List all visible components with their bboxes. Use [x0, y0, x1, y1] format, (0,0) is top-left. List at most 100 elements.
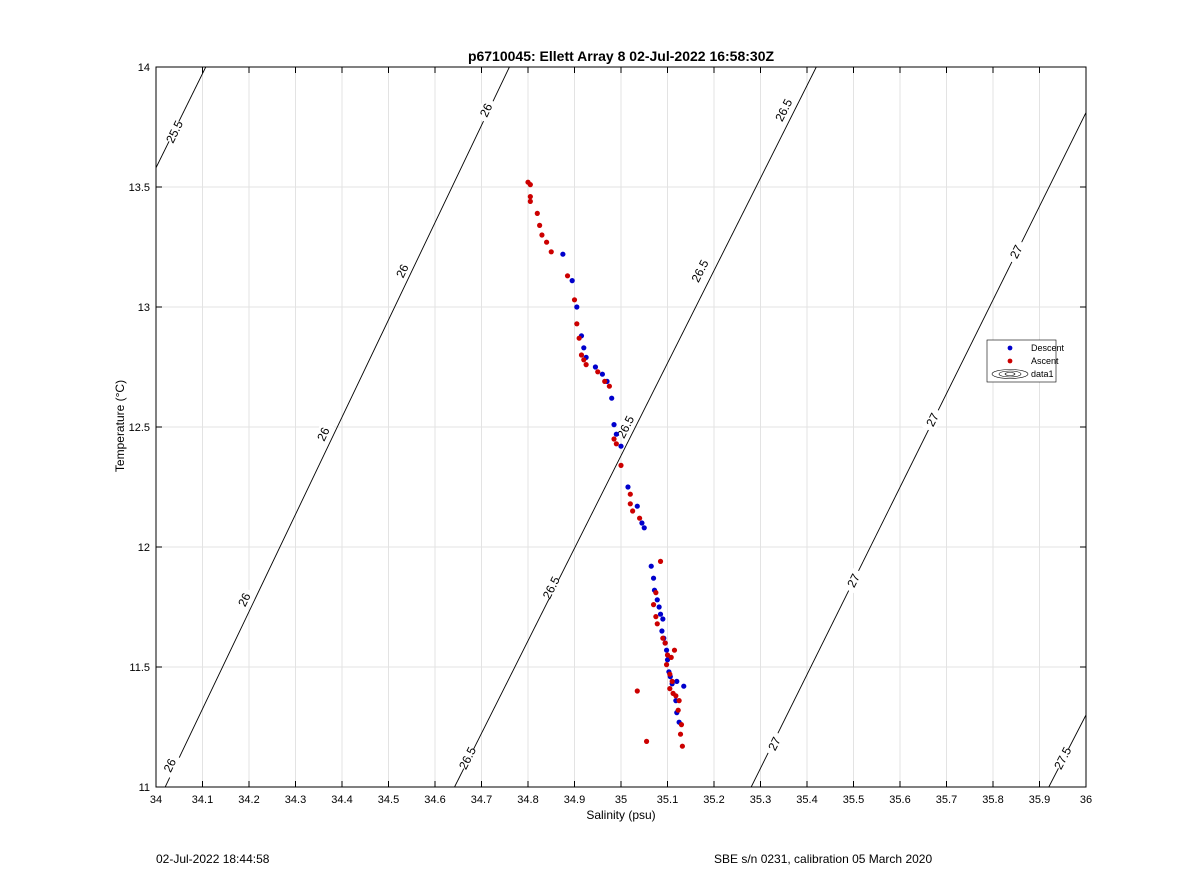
data-point: [641, 525, 647, 531]
x-tick-label: 35.6: [889, 794, 910, 806]
data-point: [613, 431, 619, 437]
x-tick-label: 35.8: [982, 794, 1003, 806]
legend-ascent-marker: [1007, 358, 1013, 364]
contour-label-text: 26: [161, 756, 180, 774]
x-tick-label: 35: [615, 794, 627, 806]
legend-box: [986, 339, 1057, 383]
data-point: [581, 357, 587, 363]
contour-label-bg: [1005, 238, 1028, 265]
data-point: [643, 738, 650, 745]
data-point: [654, 597, 660, 603]
data-point: [657, 611, 664, 617]
contour-label-text: 26: [393, 262, 412, 280]
axis-ticks: 34 34.1 34.2 34.3 34.4 34.5 34.6 34.7 34.8 34.9 35…: [129, 62, 1093, 806]
contour-label-bg: [158, 752, 182, 779]
data-point: [630, 508, 636, 514]
data-point: [675, 707, 681, 713]
contour-line: [156, 67, 207, 168]
data-point: [650, 575, 657, 581]
legend-descent-marker: [1007, 345, 1013, 351]
x-tick-label: 34.2: [238, 794, 259, 806]
data-point: [583, 362, 589, 368]
contour-label-text: 27: [923, 410, 942, 428]
y-tick-label: 14: [138, 62, 150, 74]
x-tick-label: 34.6: [424, 794, 445, 806]
x-tick-label: 35.5: [843, 794, 864, 806]
data-point: [576, 335, 582, 341]
data-point: [637, 515, 643, 521]
contour-label-text: 25.5: [163, 118, 186, 145]
data-point: [650, 602, 657, 608]
data-point: [627, 491, 633, 497]
data-point: [527, 198, 533, 204]
data-point: [648, 563, 654, 569]
data-point: [653, 614, 659, 620]
data-point: [527, 182, 533, 188]
contour-label-text: 26.5: [456, 744, 479, 771]
data-point: [679, 743, 685, 749]
contour-label-text: 27.5: [1051, 744, 1074, 771]
data-point: [571, 297, 578, 303]
legend-ascent-label: Ascent: [1031, 356, 1059, 366]
data-point: [674, 678, 680, 685]
data-point: [671, 647, 678, 653]
contour-label-bg: [772, 97, 795, 124]
x-tick-label: 34.4: [331, 794, 352, 806]
data-point: [634, 503, 640, 509]
data-point: [611, 436, 617, 442]
y-tick-label: 11.5: [129, 662, 150, 674]
data-point: [653, 590, 659, 596]
contour-label-bg: [763, 730, 786, 757]
data-point: [613, 441, 619, 447]
legend: Descent Ascent data1: [986, 339, 1065, 383]
data-point: [602, 378, 608, 384]
x-tick-label: 35.2: [703, 794, 724, 806]
data-points: [525, 179, 687, 749]
data-point: [609, 395, 615, 401]
contour-label: 26: [391, 258, 414, 284]
data-point: [527, 194, 533, 200]
contour-label-text: 26: [477, 101, 496, 119]
contour-label: 27: [921, 406, 944, 433]
contour-label-bg: [475, 97, 498, 124]
contour-label: 27.5: [1051, 744, 1074, 771]
y-tick-label: 13: [138, 302, 150, 314]
data-point: [611, 422, 617, 428]
data-point: [569, 278, 575, 284]
data-point: [592, 364, 599, 370]
x-axis-label: Salinity (psu): [586, 808, 655, 822]
data-point: [581, 345, 587, 351]
data-point: [654, 621, 660, 627]
contour-label-text: 27: [1007, 242, 1026, 260]
data-point: [673, 693, 679, 699]
contour-label-bg: [540, 574, 563, 601]
legend-descent-label: Descent: [1031, 343, 1065, 353]
contour-label-text: 26.5: [772, 96, 795, 123]
contour-label: 26: [312, 421, 335, 448]
x-tick-label: 34.5: [378, 794, 399, 806]
contour-label: 27: [763, 730, 786, 757]
data-point: [595, 369, 601, 375]
footer-timestamp: 02-Jul-2022 18:44:58: [156, 852, 270, 866]
data-point: [639, 520, 645, 526]
contour-label-text: 26: [314, 425, 333, 443]
data-point: [663, 647, 670, 653]
x-tick-label: 35.1: [657, 794, 678, 806]
data-point: [663, 662, 670, 668]
data-point: [634, 688, 640, 694]
contour-label-text: 26.5: [689, 257, 712, 284]
data-point: [534, 210, 540, 216]
data-point: [676, 698, 682, 704]
chart-title: p6710045: Ellett Array 8 02-Jul-2022 16:…: [468, 48, 775, 64]
data-point: [544, 239, 550, 245]
x-tick-label: 34.7: [471, 794, 492, 806]
x-tick-label: 34.9: [564, 794, 585, 806]
contour-label-bg: [688, 258, 712, 284]
data-point: [657, 558, 664, 565]
data-point: [664, 657, 671, 663]
contour-label-bg: [842, 567, 865, 594]
contour-label: 27: [1005, 238, 1028, 265]
x-tick-label: 35.9: [1029, 794, 1050, 806]
data-point: [599, 371, 606, 377]
x-tick-label: 36: [1080, 794, 1092, 806]
